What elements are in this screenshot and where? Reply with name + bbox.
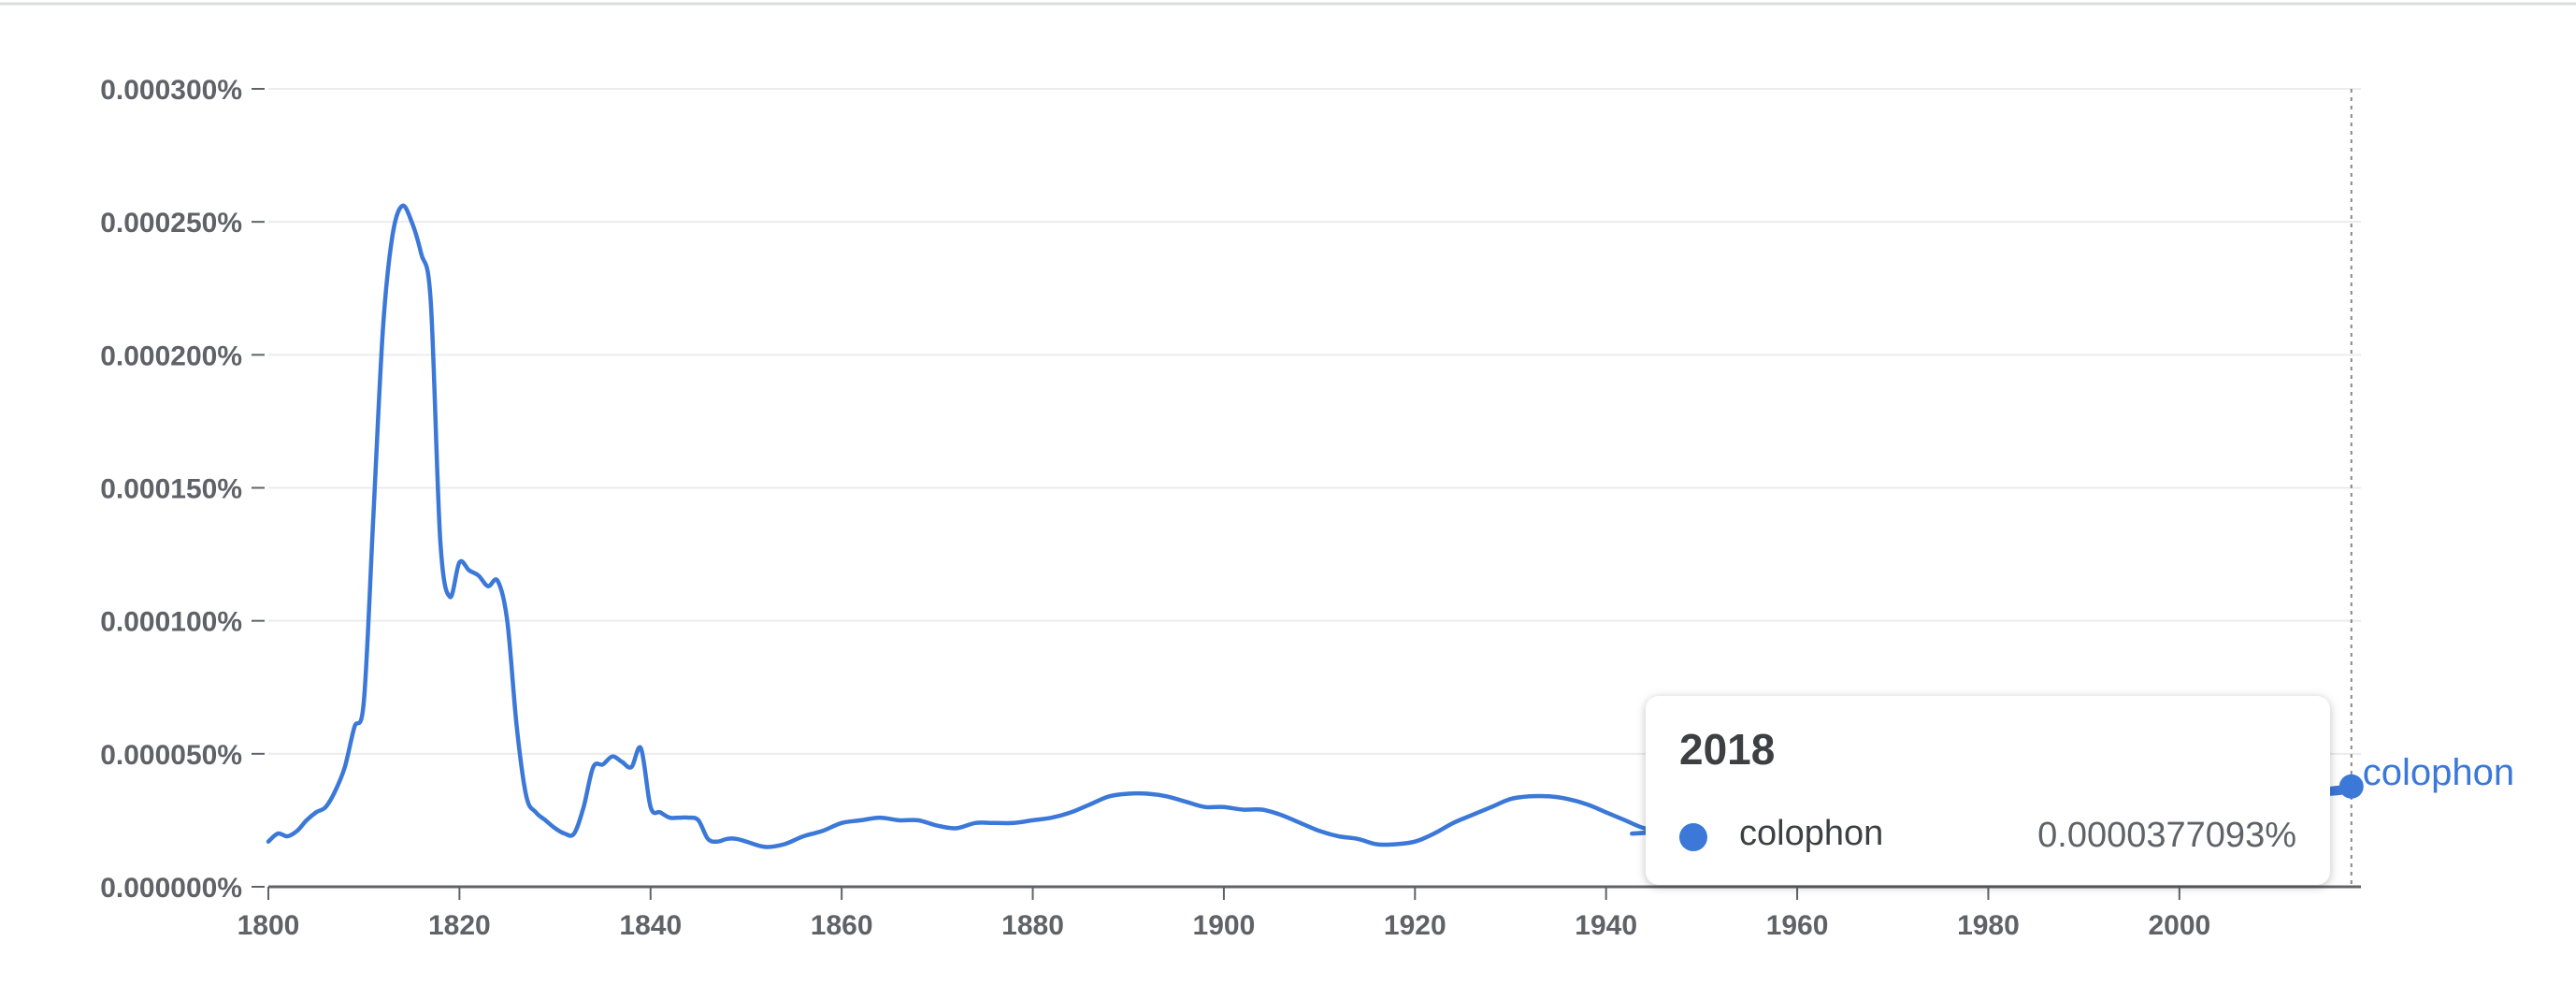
tooltip-series-dot-icon [1679,823,1707,851]
y-tick-label: 0.000150% [100,474,242,505]
hover-tooltip: 2018 colophon 0.0000377093% [1646,696,2330,885]
y-axis: 0.000000% 0.000050% 0.000100% 0.000150% 0.00… [100,75,265,904]
tooltip-year: 2018 [1679,725,1776,774]
y-tick-label: 0.000100% [100,607,242,638]
x-tick-label: 1860 [811,910,873,941]
x-tick-label: 1800 [237,910,300,941]
y-tick-label: 0.000250% [100,208,242,239]
x-tick-label: 1840 [619,910,682,941]
y-tick-label: 0.000050% [100,740,242,771]
hover-data-point[interactable] [2339,774,2364,799]
tooltip-series-name: colophon [1739,814,1884,853]
x-tick-label: 1920 [1384,910,1446,941]
series-end-label[interactable]: colophon [2363,752,2514,793]
y-tick-label: 0.000000% [100,873,242,904]
x-tick-label: 2000 [2148,910,2210,941]
x-tick-label: 1960 [1766,910,1829,941]
y-tick-label: 0.000200% [100,340,242,371]
x-tick-label: 1880 [1001,910,1064,941]
tooltip-series-value: 0.0000377093% [2037,816,2296,855]
x-tick-label: 1980 [1957,910,2020,941]
grid-lines [268,88,2361,755]
x-tick-label: 1820 [428,910,491,941]
y-tick-label: 0.000300% [100,75,242,106]
x-axis: 1800 1820 1840 1860 1880 1900 1920 1940 1960 1980… [237,885,2361,941]
x-tick-label: 1940 [1575,910,1637,941]
series-line-colophon[interactable] [266,203,2354,849]
x-tick-label: 1900 [1193,910,1256,941]
